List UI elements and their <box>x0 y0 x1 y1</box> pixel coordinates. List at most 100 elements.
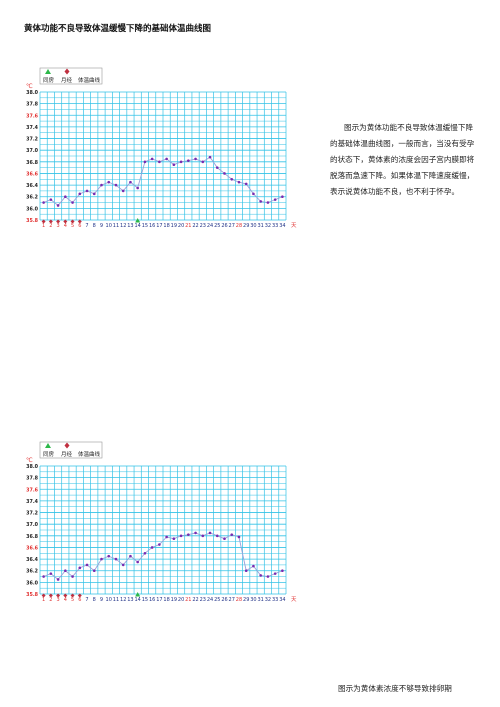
x-tick-label: 24 <box>207 223 213 229</box>
temperature-point <box>85 563 89 567</box>
y-tick-label: 37.6 <box>26 113 38 119</box>
legend-curve-label: 体温曲线 <box>78 76 101 84</box>
x-tick-label: 4 <box>64 597 67 603</box>
x-tick-label: 1 <box>42 597 45 603</box>
temperature-point <box>42 575 45 578</box>
temperature-point <box>78 192 82 196</box>
temperature-point <box>215 534 219 538</box>
y-tick-label: 37.8 <box>26 102 38 108</box>
temperature-point <box>64 569 67 573</box>
temperature-point <box>100 557 103 561</box>
menses-marker <box>41 219 46 224</box>
x-tick-label: 31 <box>257 597 263 603</box>
y-tick-label: 37.2 <box>26 511 38 517</box>
x-tick-label: 29 <box>243 223 249 229</box>
x-tick-label: 29 <box>243 597 249 603</box>
x-tick-label: 11 <box>113 223 119 229</box>
temperature-point <box>259 574 262 577</box>
temperature-point <box>165 535 168 539</box>
temperature-point <box>42 201 45 204</box>
x-tick-label: 12 <box>120 597 126 603</box>
green-triangle-icon <box>45 443 51 448</box>
x-tick-label: 20 <box>178 223 184 229</box>
temperature-point <box>129 554 132 558</box>
temperature-point <box>281 195 284 199</box>
y-tick-label: 36.8 <box>26 534 38 540</box>
temperature-point <box>266 575 270 578</box>
x-tick-label: 7 <box>85 597 88 603</box>
y-tick-label: 37.4 <box>26 499 38 505</box>
x-tick-label: 18 <box>163 597 169 603</box>
temperature-point <box>259 200 262 203</box>
x-tick-label: 23 <box>200 223 206 229</box>
x-tick-label: 13 <box>127 597 133 603</box>
temperature-point <box>273 572 277 575</box>
x-tick-label: 30 <box>250 597 256 603</box>
x-tick-label: 25 <box>214 597 220 603</box>
y-unit-label: ℃ <box>26 457 33 464</box>
temperature-point <box>107 180 111 184</box>
legend-ovulation-label: 同房 <box>43 76 55 84</box>
temperature-point <box>201 160 205 164</box>
temperature-point <box>223 537 226 541</box>
temperature-point <box>252 192 255 196</box>
x-tick-label: 4 <box>64 223 67 229</box>
x-tick-label: 32 <box>265 597 271 603</box>
x-tick-label: 3 <box>56 597 59 603</box>
temperature-point <box>158 543 161 546</box>
temperature-point <box>179 534 183 538</box>
x-tick-label: 14 <box>134 597 140 603</box>
x-tick-label: 26 <box>221 597 227 603</box>
temperature-point <box>121 189 125 193</box>
menses-marker <box>77 593 82 598</box>
x-tick-label: 26 <box>221 223 227 229</box>
temperature-point <box>230 533 234 536</box>
y-tick-label: 36.2 <box>26 195 38 201</box>
temperature-point <box>194 531 197 535</box>
red-diamond-icon <box>64 68 70 75</box>
x-tick-label: 21 <box>185 597 191 603</box>
y-tick-label: 36.0 <box>26 580 38 586</box>
x-tick-label: 9 <box>100 223 103 229</box>
x-tick-label: 28 <box>236 223 242 229</box>
y-tick-label: 37.4 <box>26 125 38 131</box>
y-tick-label: 35.8 <box>26 218 38 224</box>
x-tick-label: 8 <box>93 597 96 603</box>
temperature-point <box>49 572 53 575</box>
x-tick-label: 19 <box>171 597 177 603</box>
x-tick-label: 2 <box>49 597 52 603</box>
x-tick-label: 20 <box>178 597 184 603</box>
menses-marker <box>63 219 68 224</box>
temperature-point <box>172 537 176 541</box>
temperature-point <box>208 155 212 159</box>
page-title: 黄体功能不良导致体温缓慢下降的基础体温曲线图 <box>24 24 212 34</box>
x-tick-label: 15 <box>142 597 148 603</box>
temperature-point <box>129 180 132 184</box>
menses-marker <box>63 593 68 598</box>
y-tick-label: 37.2 <box>26 137 38 143</box>
x-tick-label: 32 <box>265 223 271 229</box>
y-tick-label: 36.6 <box>26 545 38 551</box>
temperature-point <box>215 166 219 169</box>
temperature-point <box>201 534 205 538</box>
x-unit-label: 天 <box>291 596 297 603</box>
menses-marker <box>70 219 75 224</box>
temperature-line <box>43 532 283 581</box>
x-tick-label: 11 <box>113 597 119 603</box>
x-tick-label: 33 <box>272 223 278 229</box>
temperature-point <box>150 546 154 549</box>
x-unit-label: 天 <box>291 222 297 229</box>
x-tick-label: 33 <box>272 597 278 603</box>
temperature-point <box>165 157 168 161</box>
x-tick-label: 22 <box>192 223 198 229</box>
x-tick-label: 2 <box>49 223 52 229</box>
temperature-point <box>158 160 161 164</box>
temperature-point <box>172 163 176 167</box>
temperature-point <box>281 569 284 573</box>
temperature-point <box>136 560 139 564</box>
x-tick-label: 10 <box>106 223 112 229</box>
x-tick-label: 27 <box>229 223 235 229</box>
x-tick-label: 34 <box>279 223 285 229</box>
legend-menses-label: 月经 <box>61 450 73 458</box>
legend-curve-label: 体温曲线 <box>78 450 101 458</box>
